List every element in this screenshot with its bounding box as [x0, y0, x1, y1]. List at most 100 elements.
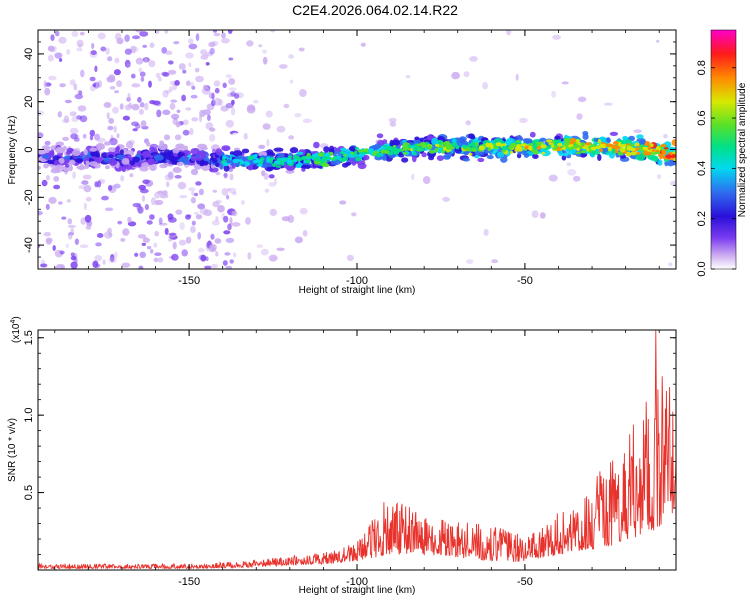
heatmap-cell [164, 174, 174, 181]
heatmap-cell [374, 143, 382, 149]
heatmap-cell [247, 104, 256, 111]
heatmap-cell [139, 71, 146, 77]
heatmap-cell [108, 158, 118, 166]
heatmap-cell [38, 165, 41, 170]
heatmap-cell [72, 171, 76, 179]
heatmap-cell [117, 220, 123, 225]
heatmap-cell [190, 168, 199, 176]
heatmap-cell [45, 203, 50, 210]
heatmap-cell [154, 100, 162, 107]
heatmap-cell [108, 117, 115, 124]
heatmap-cell [222, 162, 229, 167]
heatmap-ylabel: Frequency (Hz) [7, 116, 18, 185]
heatmap-cell [94, 255, 102, 262]
heatmap-cell [261, 170, 266, 177]
heatmap-cell [451, 71, 460, 80]
heatmap-cell [102, 259, 106, 266]
heatmap-cell [127, 216, 132, 223]
x-tick-label: -100 [346, 576, 368, 588]
heatmap-cell [609, 131, 619, 136]
heatmap-cell [268, 174, 275, 179]
heatmap-cell [158, 222, 168, 226]
heatmap-cell [188, 38, 194, 45]
heatmap-cell [157, 77, 162, 82]
heatmap-cell [157, 257, 164, 263]
heatmap-cell [299, 207, 308, 215]
heatmap-cell [164, 30, 169, 34]
heatmap-cell [304, 159, 312, 164]
heatmap-cell [66, 199, 72, 203]
colorbar-tick-label: 0.6 [696, 110, 708, 125]
heatmap-cell [203, 84, 208, 90]
colorbar-tick-label: 0.2 [696, 211, 708, 226]
heatmap-cell [221, 188, 229, 196]
heatmap-cell [446, 143, 453, 148]
heatmap-cell [195, 33, 200, 41]
heatmap-cell [142, 44, 147, 48]
heatmap-cell [506, 30, 512, 36]
heatmap-cell [502, 143, 507, 147]
heatmap-cell [109, 137, 118, 146]
heatmap-cell [124, 59, 131, 68]
heatmap-cell [668, 262, 673, 267]
heatmap-cell [229, 259, 234, 264]
heatmap-cell [660, 144, 667, 148]
heatmap-cell [671, 139, 676, 147]
heatmap-cell [470, 135, 476, 140]
heatmap-cell [213, 80, 221, 87]
heatmap-cell [79, 115, 88, 123]
heatmap-cell [611, 147, 616, 155]
heatmap-cell [635, 153, 646, 161]
heatmap-cell [69, 159, 76, 166]
heatmap-cell [211, 248, 217, 252]
heatmap-cell [531, 210, 539, 219]
heatmap-cell [225, 74, 232, 78]
heatmap-cell [104, 141, 111, 146]
heatmap-cell [474, 150, 485, 156]
colorbar-tick-label: 0.4 [696, 161, 708, 176]
heatmap-cell [657, 159, 663, 166]
heatmap-cell [208, 167, 219, 173]
heatmap-cell [53, 184, 61, 190]
heatmap-cell [110, 254, 115, 262]
heatmap-cell [46, 175, 50, 181]
heatmap-cell [188, 187, 196, 192]
heatmap-cell [494, 146, 499, 150]
heatmap-cell [96, 143, 103, 150]
heatmap-cell [339, 151, 345, 154]
heatmap-cell [126, 257, 133, 263]
heatmap-cell [43, 231, 51, 237]
heatmap-cell [194, 211, 199, 216]
heatmap-cell [436, 155, 444, 162]
heatmap-cell [67, 218, 73, 225]
heatmap-cell [651, 149, 656, 152]
heatmap-cell [92, 83, 97, 87]
heatmap-cell [178, 63, 186, 70]
heatmap-cell [211, 220, 220, 226]
heatmap-cell [142, 179, 150, 184]
heatmap-cell [154, 252, 162, 256]
heatmap-cell [198, 188, 204, 196]
heatmap-cell [41, 154, 50, 159]
heatmap-cell [146, 220, 153, 225]
heatmap-cell [77, 105, 87, 112]
heatmap-cell [388, 117, 397, 123]
heatmap-cell [139, 251, 146, 258]
heatmap-cell [405, 75, 411, 79]
heatmap-cell [258, 44, 263, 48]
heatmap-cell [466, 147, 471, 151]
colorbar-tick-label: 0.8 [696, 60, 708, 75]
heatmap-cell [167, 238, 173, 242]
snr-axes: -150 -100 -50 0.5 1.0 1.5 [23, 330, 676, 588]
heatmap-cell [455, 145, 460, 150]
heatmap-cell [287, 214, 295, 223]
heatmap-cell [59, 58, 63, 62]
heatmap-cell [551, 144, 555, 148]
snr-xlabel: Height of straight line (km) [299, 585, 416, 596]
heatmap-cell [85, 224, 92, 230]
heatmap-cell [75, 157, 83, 163]
heatmap-cell [173, 41, 180, 45]
heatmap-cell [427, 134, 432, 141]
heatmap-cell [72, 149, 81, 157]
heatmap-cell [140, 76, 145, 82]
